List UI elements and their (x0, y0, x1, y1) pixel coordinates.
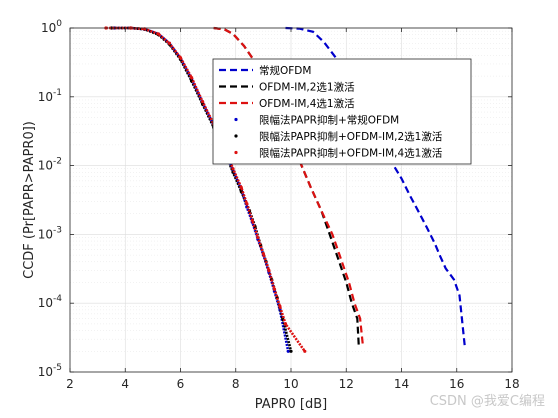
y-axis-label: CCDF (Pr[PAPR>PAPR0]) (22, 121, 37, 279)
y-tick-label: 10-5 (38, 363, 62, 379)
x-tick-label: 8 (232, 377, 240, 391)
axis-ticks: 2 4 6 8 10 12 14 16 18 10-5 10-4 10-3 10-2 10-1 100 (38, 19, 520, 391)
legend-item: 限幅法PAPR抑制+OFDM-IM,2选1激活 (234, 130, 443, 143)
data-point (303, 349, 307, 353)
x-tick-label: 18 (504, 377, 519, 391)
legend-swatch (234, 117, 238, 122)
series-layer (104, 26, 467, 353)
y-tick-label: 100 (41, 19, 62, 35)
y-tick-label: 10-1 (38, 88, 62, 104)
data-point (289, 349, 293, 353)
legend-swatch (234, 150, 238, 155)
series-6 (104, 26, 307, 353)
data-point (250, 218, 254, 222)
series-line (213, 26, 360, 345)
y-tick-label: 10-4 (38, 294, 63, 310)
legend-label: 限幅法PAPR抑制+常规OFDM (259, 114, 399, 127)
legend-item: OFDM-IM,4选1激活 (219, 97, 355, 110)
x-axis-label: PAPR0 [dB] (255, 397, 328, 412)
data-point (178, 56, 183, 60)
data-point (261, 252, 265, 256)
legend-label: 限幅法PAPR抑制+OFDM-IM,4选1激活 (259, 147, 443, 160)
x-tick-label: 4 (121, 377, 129, 391)
data-point (239, 185, 243, 190)
x-tick-label: 10 (283, 377, 298, 391)
legend-swatch (234, 134, 238, 138)
data-point (231, 167, 235, 171)
data-point (283, 322, 288, 326)
data-point (156, 32, 160, 36)
y-tick-label: 10-2 (38, 157, 62, 173)
data-point (286, 349, 290, 353)
legend-label: OFDM-IM,4选1激活 (259, 97, 355, 110)
data-point (267, 268, 271, 272)
data-point (272, 287, 277, 291)
series-line (285, 26, 467, 349)
watermark: CSDN @我爱C编程 (430, 394, 545, 409)
legend-item: 限幅法PAPR抑制+OFDM-IM,4选1激活 (234, 147, 443, 160)
data-point (256, 235, 260, 240)
data-point (278, 304, 282, 308)
series-line (213, 26, 364, 345)
data-point (201, 100, 205, 104)
legend-item: 常规OFDM (219, 64, 311, 77)
x-tick-label: 2 (66, 377, 74, 391)
data-point (189, 76, 194, 80)
x-tick-label: 16 (449, 377, 464, 391)
x-tick-label: 12 (339, 377, 354, 391)
legend-item: OFDM-IM,2选1激活 (219, 81, 355, 94)
legend-label: 常规OFDM (259, 64, 311, 77)
legend-label: OFDM-IM,2选1激活 (259, 81, 355, 94)
y-tick-label: 10-3 (38, 225, 62, 241)
data-point (167, 41, 172, 45)
x-tick-label: 6 (177, 377, 185, 391)
legend-label: 限幅法PAPR抑制+OFDM-IM,2选1激活 (259, 130, 443, 143)
data-point (245, 202, 249, 206)
legend: 常规OFDM OFDM-IM,2选1激活 OFDM-IM,4选1激活限幅法PAPR抑… (212, 58, 472, 165)
legend-item: 限幅法PAPR抑制+常规OFDM (234, 114, 399, 127)
legend-box (212, 58, 472, 165)
x-tick-label: 14 (394, 377, 409, 391)
